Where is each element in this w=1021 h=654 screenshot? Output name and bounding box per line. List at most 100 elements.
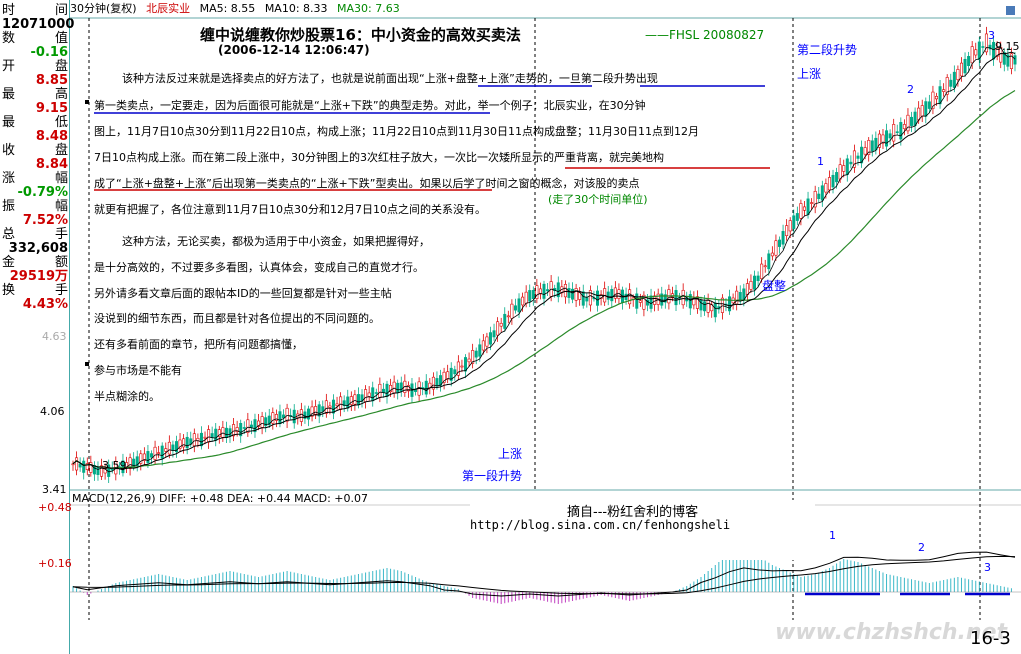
wave-3-label: 3 xyxy=(988,29,995,42)
candle-body xyxy=(749,281,753,290)
candle-body xyxy=(817,193,821,200)
candle-body xyxy=(385,383,389,397)
candle-body xyxy=(949,79,953,87)
candle-body xyxy=(535,285,539,299)
candle-body xyxy=(192,433,196,447)
candle-body xyxy=(617,289,621,299)
candle-body xyxy=(717,306,721,310)
candle-body xyxy=(810,202,814,204)
candle-body xyxy=(146,451,150,463)
candle-body xyxy=(720,297,724,313)
panel-value-7: 7.52% xyxy=(22,213,68,228)
panel-value-6: -0.79% xyxy=(17,185,69,200)
candle-body xyxy=(906,114,910,132)
candle-body xyxy=(499,322,503,327)
second-up-label: 上涨 xyxy=(797,67,822,81)
candle-body xyxy=(927,101,931,109)
price-tick-406: 4.06 xyxy=(40,405,65,418)
panel-value-0: 12071000 xyxy=(2,17,75,32)
panel-value-4: 8.48 xyxy=(35,129,68,144)
article-line-7: 这种方法，无论买卖，都极为适用于中小资金，如果把握得好， xyxy=(122,235,430,248)
candle-body xyxy=(913,111,917,126)
candle-body xyxy=(1002,52,1006,65)
article-line-5: 成了“上涨+盘整+上涨”后出现第一类卖点的“上涨+下跌”型卖出。如果以后学了时间… xyxy=(94,177,640,190)
candle-body xyxy=(788,220,792,232)
candle-body xyxy=(199,432,203,447)
candle-body xyxy=(296,413,300,418)
candle-body xyxy=(792,215,796,229)
candle-body xyxy=(185,436,189,449)
candle-body xyxy=(485,336,489,347)
candle-body xyxy=(303,411,307,419)
candle-body xyxy=(353,394,357,405)
candle-body xyxy=(496,321,500,336)
ma30-label: MA30: 7.63 xyxy=(337,2,400,15)
candle-body xyxy=(649,295,653,309)
macd-tick-mid: +0.16 xyxy=(38,557,72,570)
candle-body xyxy=(628,289,632,305)
candle-body xyxy=(242,427,246,429)
candle-body xyxy=(210,433,214,438)
candle-body xyxy=(895,131,899,134)
article-line-9: 另外请多看文章后面的跟帖本ID的一些回复都是针对一些主帖 xyxy=(94,287,392,300)
candle-body xyxy=(160,445,164,459)
candle-body xyxy=(524,291,528,304)
candle-body xyxy=(606,291,610,300)
candle-body xyxy=(899,122,903,140)
panel-value-8: 332,608 xyxy=(8,241,68,256)
candle-body xyxy=(781,231,785,245)
candle-body xyxy=(217,429,221,437)
candle-body xyxy=(317,404,321,417)
candle-body xyxy=(421,387,425,390)
candle-body xyxy=(967,56,971,67)
candle-body xyxy=(592,297,596,300)
candle-body xyxy=(613,287,617,299)
candle-body xyxy=(645,299,649,306)
period-label[interactable]: 30分钟(复权) xyxy=(70,2,137,15)
candle-body xyxy=(695,296,699,309)
article-line-10: 没说到的细节东西，而且都是针对各位提出的不同问题的。 xyxy=(94,312,380,325)
high-price-label: 9.15 xyxy=(995,40,1020,53)
candle-body xyxy=(885,130,889,147)
candle-body xyxy=(620,289,624,303)
panel-label-6: 涨幅 xyxy=(2,171,68,186)
candle-body xyxy=(938,86,942,105)
candle-body xyxy=(977,41,981,60)
candle-body xyxy=(638,300,642,303)
candle-body xyxy=(745,283,749,295)
candle-body xyxy=(731,297,735,304)
candle-body xyxy=(235,427,239,433)
macd-header: MACD(12,26,9) DIFF: +0.48 DEA: +0.44 MAC… xyxy=(72,492,369,505)
candle-body xyxy=(571,288,575,300)
candle-body xyxy=(852,150,856,168)
candle-body xyxy=(560,286,564,294)
candle-body xyxy=(660,293,664,306)
candle-body xyxy=(924,101,928,117)
candle-body xyxy=(189,438,193,445)
article-line-13: 半点糊涂的。 xyxy=(94,390,160,403)
candle-body xyxy=(549,281,553,297)
candle-body xyxy=(1006,54,1010,67)
article-line-12: 参与市场是不能有 xyxy=(94,364,182,377)
candle-body xyxy=(346,396,350,409)
candle-body xyxy=(78,463,82,468)
candle-body xyxy=(799,203,803,219)
candle-body xyxy=(392,381,396,394)
candle-body xyxy=(456,361,460,376)
candle-body xyxy=(849,161,853,165)
candle-body xyxy=(474,350,478,358)
source-box: 摘自---粉红舍利的博客 http://blog.sina.com.cn/fen… xyxy=(470,500,815,560)
candle-body xyxy=(439,375,443,386)
source-url[interactable]: http://blog.sina.com.cn/fenhongsheli xyxy=(470,518,731,532)
candle-body xyxy=(674,290,678,306)
candle-body xyxy=(92,465,96,475)
candle-body xyxy=(214,428,218,441)
candle-body xyxy=(417,381,421,396)
candle-body xyxy=(920,105,924,117)
candle-body xyxy=(128,457,132,469)
candle-body xyxy=(706,299,710,313)
candle-body xyxy=(285,407,289,422)
candle-body xyxy=(171,444,175,451)
candle-body xyxy=(856,155,860,159)
candle-body xyxy=(1009,53,1013,69)
